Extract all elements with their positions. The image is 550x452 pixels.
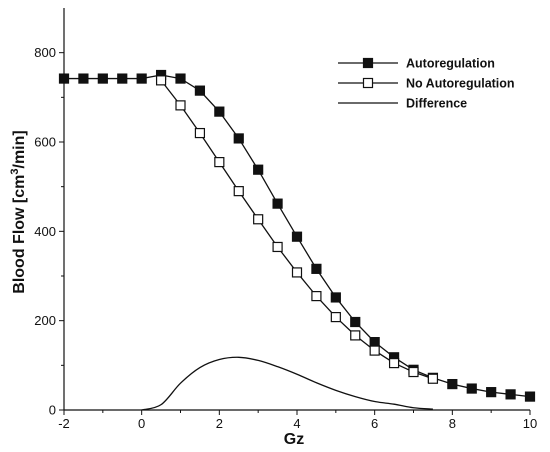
series-3 [141,356,433,411]
x-tick-label: 6 [371,416,378,431]
data-point [369,345,380,356]
data-point [175,100,186,111]
x-tick-label: -2 [58,416,70,431]
x-tick-label: 0 [138,416,145,431]
data-point [350,316,361,328]
legend-item: Autoregulation [338,57,495,71]
data-point [253,164,264,175]
series-1 [58,69,536,402]
data-point [427,373,439,384]
data-point [233,186,244,197]
y-axis-title: Blood Flow [cm3/min] [9,130,28,293]
series-line [141,356,433,411]
data-point [97,73,108,84]
x-tick-label: 8 [449,416,456,431]
legend-item: Difference [338,97,467,111]
data-point [78,73,89,84]
data-point [214,106,225,117]
x-axis-title: Gz [284,431,304,448]
y-axis-title-superscript: 3 [9,168,21,174]
data-point [214,157,225,168]
data-point [58,73,70,84]
data-point [291,231,303,242]
y-tick-label: 0 [49,403,56,418]
data-point [253,214,264,225]
data-point [330,292,341,303]
data-point [311,291,322,302]
data-point [136,73,147,84]
y-axis-title-main: Blood Flow [cm [11,175,28,294]
series-line [160,79,434,380]
data-point [330,311,341,323]
legend-label: Autoregulation [406,57,495,71]
legend-label: No Autoregulation [406,77,515,91]
data-point [194,85,206,96]
legend-marker [362,57,374,69]
x-tick-label: 10 [523,416,537,431]
data-point [466,383,477,394]
y-tick-label: 800 [34,45,56,60]
legend-marker [362,77,374,89]
data-point [291,267,303,278]
data-point [272,241,283,253]
y-tick-label: 200 [34,313,56,328]
data-point [505,389,516,400]
y-tick-label: 600 [34,135,56,150]
y-axis-title-tail: /min] [11,130,28,168]
data-point [175,73,186,84]
data-point [350,330,361,341]
data-point [408,366,419,378]
data-point [447,378,458,390]
legend-label: Difference [406,97,467,111]
data-point [524,391,536,402]
data-point [486,387,497,398]
legend: Autoregulation No Autoregulation Differenc… [338,57,515,111]
data-point [369,337,380,348]
data-point [388,358,400,369]
data-point [194,127,206,139]
x-tick-label: 2 [216,416,223,431]
data-point [117,73,128,84]
data-point [155,75,167,86]
x-tick-label: 4 [293,416,300,431]
data-point [311,263,322,274]
series-layer [58,69,536,411]
series-2 [155,75,439,384]
y-tick-label: 400 [34,224,56,239]
legend-item: No Autoregulation [338,77,515,91]
data-point [233,133,244,144]
data-point [272,198,283,209]
